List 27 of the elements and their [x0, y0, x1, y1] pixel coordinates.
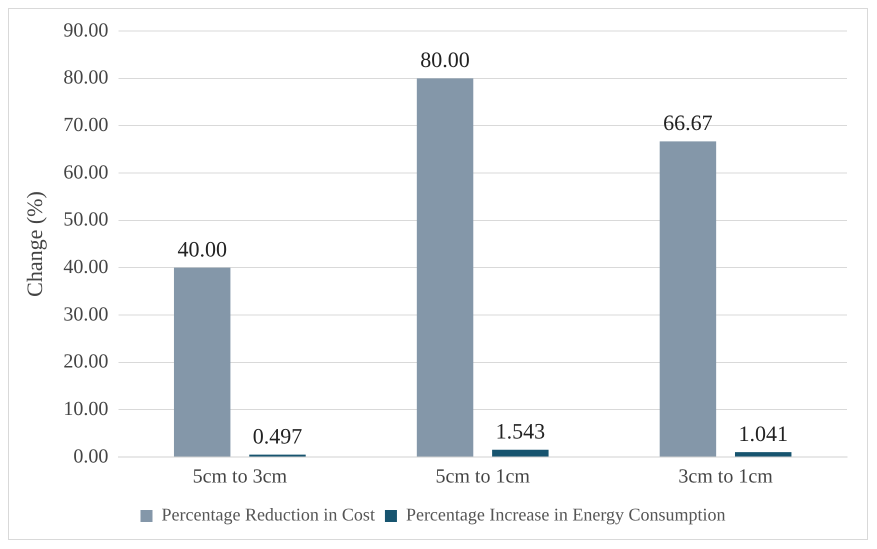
- data-label: 40.00: [177, 236, 227, 262]
- x-tick-label: 3cm to 1cm: [678, 465, 774, 488]
- bar: [492, 450, 549, 456]
- bar: [416, 78, 474, 456]
- data-label: 0.497: [252, 423, 302, 448]
- y-tick-label: 0.00: [73, 445, 108, 468]
- y-tick-label: 80.00: [63, 66, 108, 89]
- data-label: 1.543: [496, 418, 546, 444]
- y-tick-label: 50.00: [63, 208, 108, 231]
- y-tick-label: 90.00: [63, 19, 108, 42]
- y-tick-label: 70.00: [63, 114, 108, 136]
- y-tick-label: 20.00: [63, 350, 108, 373]
- y-axis-title: Change (%): [22, 191, 47, 297]
- y-tick-label: 10.00: [63, 398, 108, 420]
- data-label: 66.67: [663, 110, 713, 136]
- y-tick-label: 60.00: [63, 161, 108, 184]
- data-label: 1.041: [738, 420, 788, 446]
- bar: [174, 268, 230, 456]
- bar: [660, 141, 716, 456]
- y-tick-label: 30.00: [63, 303, 108, 326]
- data-label: 80.00: [420, 47, 470, 72]
- legend-label: Percentage Reduction in Cost: [161, 504, 375, 525]
- y-tick-label: 40.00: [63, 256, 108, 278]
- x-tick-label: 5cm to 3cm: [192, 465, 288, 488]
- legend-label: Percentage Increase in Energy Consumption: [406, 504, 726, 525]
- bar: [734, 452, 792, 456]
- x-tick-label: 5cm to 1cm: [435, 465, 530, 488]
